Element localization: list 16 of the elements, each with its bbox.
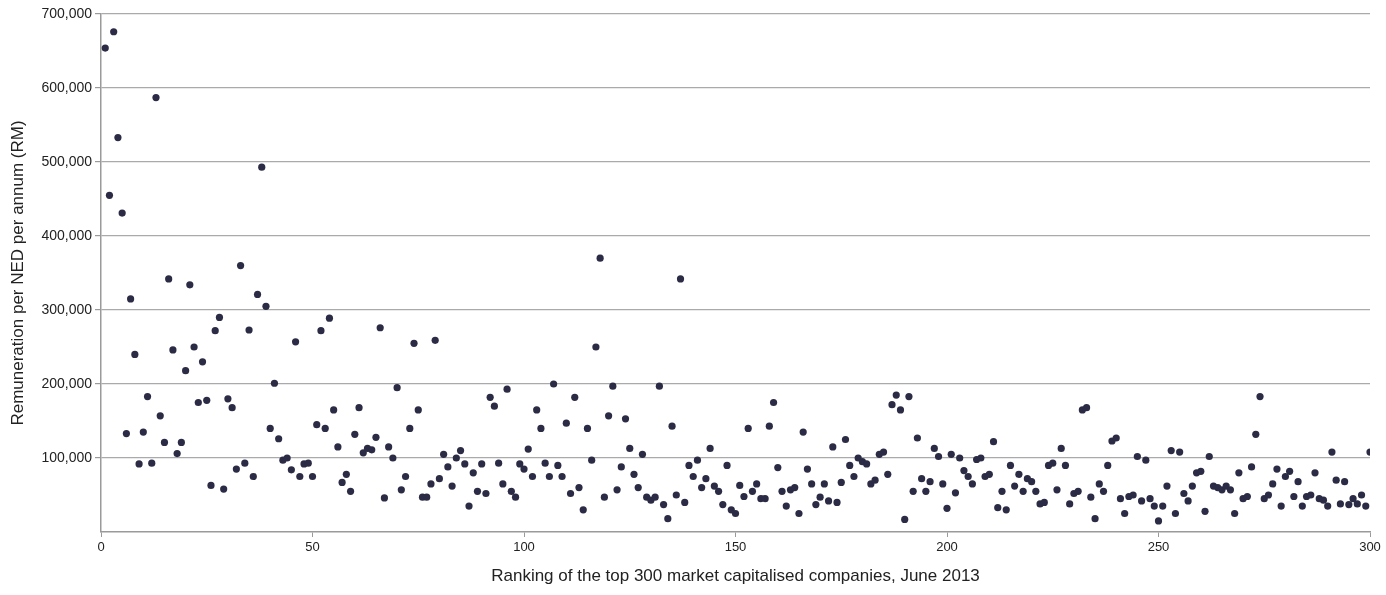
x-tick-label: 200 (936, 539, 958, 555)
y-tick-label: 500,000 (41, 152, 93, 169)
y-tick-label: 300,000 (41, 300, 93, 317)
y-tick-label: 100,000 (41, 448, 93, 465)
x-tick-label: 300 (1359, 539, 1381, 555)
y-tick-label: 700,000 (41, 4, 93, 21)
x-tick-label: 0 (97, 539, 105, 555)
y-tick-label: 400,000 (41, 226, 93, 243)
y-tick-label: 600,000 (41, 78, 93, 95)
x-tick-label: 250 (1147, 539, 1170, 555)
x-tick-label: 50 (305, 539, 320, 555)
x-tick-label: 150 (724, 539, 747, 555)
x-tick-label: 100 (513, 539, 535, 555)
x-axis-title: Ranking of the top 300 market capitalised companies, June 2013 (491, 566, 980, 586)
y-tick-label: 200,000 (41, 374, 93, 391)
y-axis-title: Remuneration per NED per annum (RM) (7, 120, 27, 426)
